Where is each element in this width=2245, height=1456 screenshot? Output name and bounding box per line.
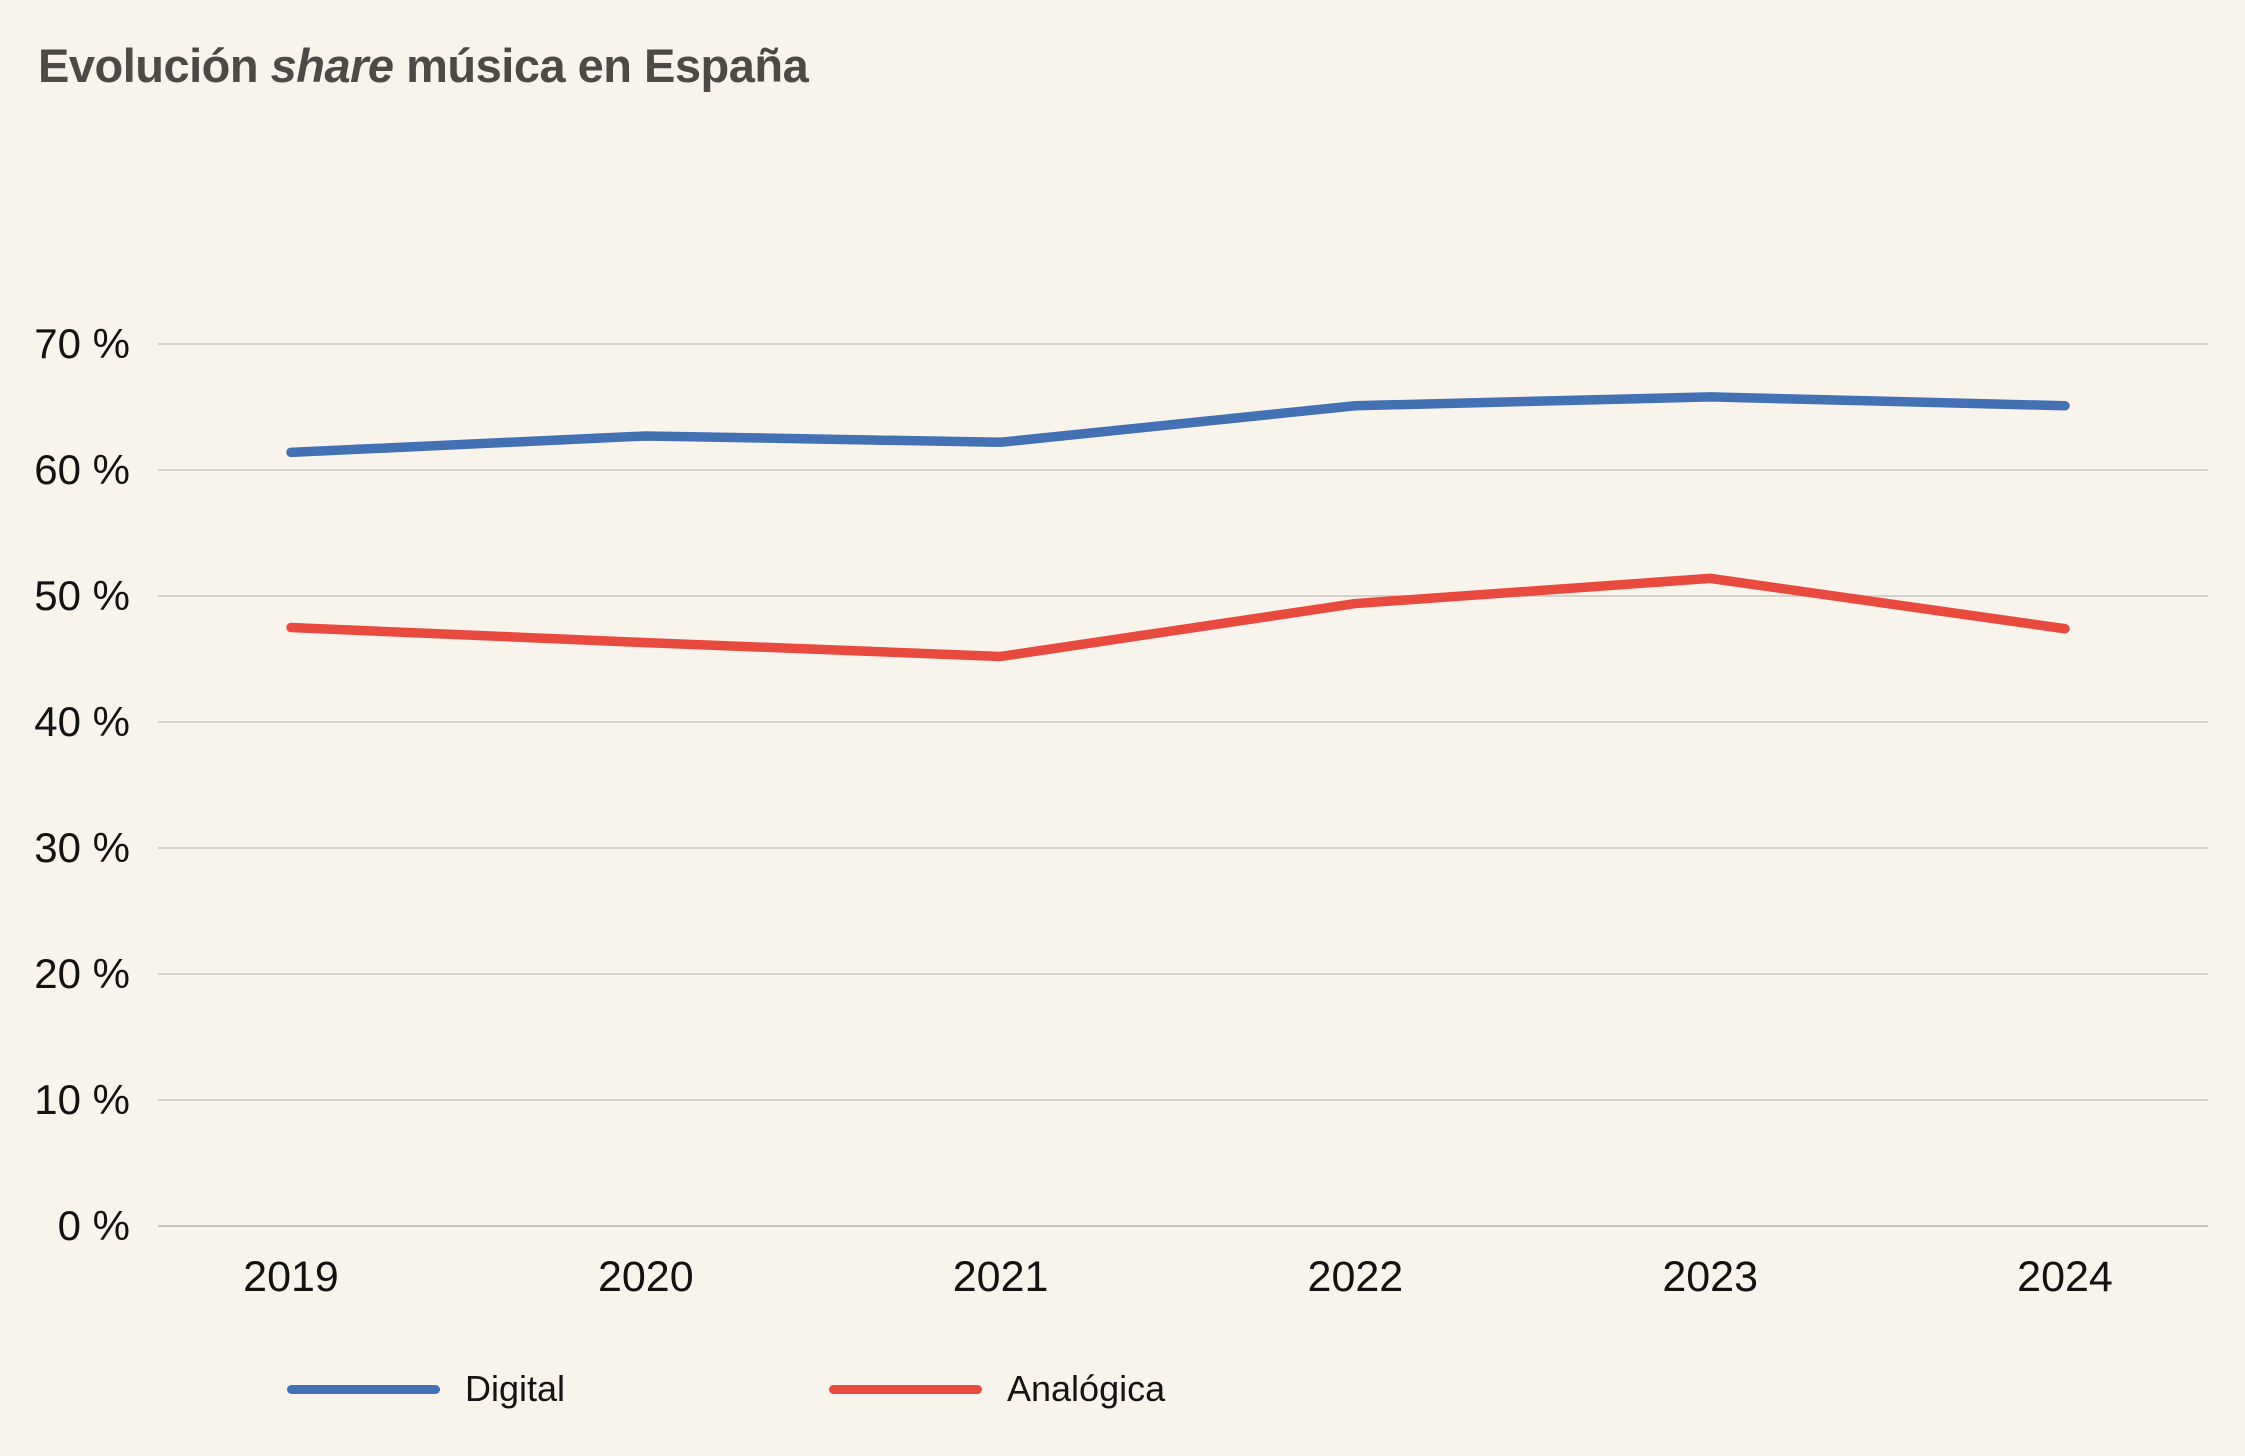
y-axis-label-20: 20 % <box>34 950 130 997</box>
y-axis-label-10: 10 % <box>34 1076 130 1123</box>
y-axis-label-30: 30 % <box>34 824 130 871</box>
series-line-analogica <box>286 573 2070 662</box>
legend-label-digital: Digital <box>465 1368 566 1409</box>
x-axis-label-2023: 2023 <box>1662 1253 1759 1301</box>
y-axis-label-70: 70 % <box>34 320 130 367</box>
y-axis-label-40: 40 % <box>34 698 130 745</box>
title-part-italic: share <box>270 39 394 92</box>
x-axis-label-2020: 2020 <box>597 1253 694 1301</box>
x-axis-label-2021: 2021 <box>952 1253 1049 1301</box>
title-part-3: música en España <box>393 39 809 92</box>
x-axis-label-2022: 2022 <box>1307 1253 1404 1301</box>
x-axis-label-2024: 2024 <box>2017 1253 2113 1301</box>
legend-item-analogica: Analógica <box>829 1367 1165 1411</box>
title-part-1: Evolución <box>38 39 271 92</box>
series-line-digital <box>286 392 2070 458</box>
analogica-line-swatch <box>829 1384 982 1394</box>
digital-line-swatch <box>287 1384 440 1394</box>
y-axis-label-0: 0 % <box>57 1202 130 1249</box>
y-axis-label-50: 50 % <box>34 572 130 619</box>
chart-legend: Digital Analógica <box>0 1367 2245 1411</box>
page-title: Evolución share música en España <box>38 38 809 93</box>
y-axis-label-60: 60 % <box>34 446 130 493</box>
x-axis-label-2019: 2019 <box>243 1253 339 1301</box>
legend-label-analogica: Analógica <box>1007 1368 1166 1409</box>
legend-item-digital: Digital <box>287 1367 565 1411</box>
